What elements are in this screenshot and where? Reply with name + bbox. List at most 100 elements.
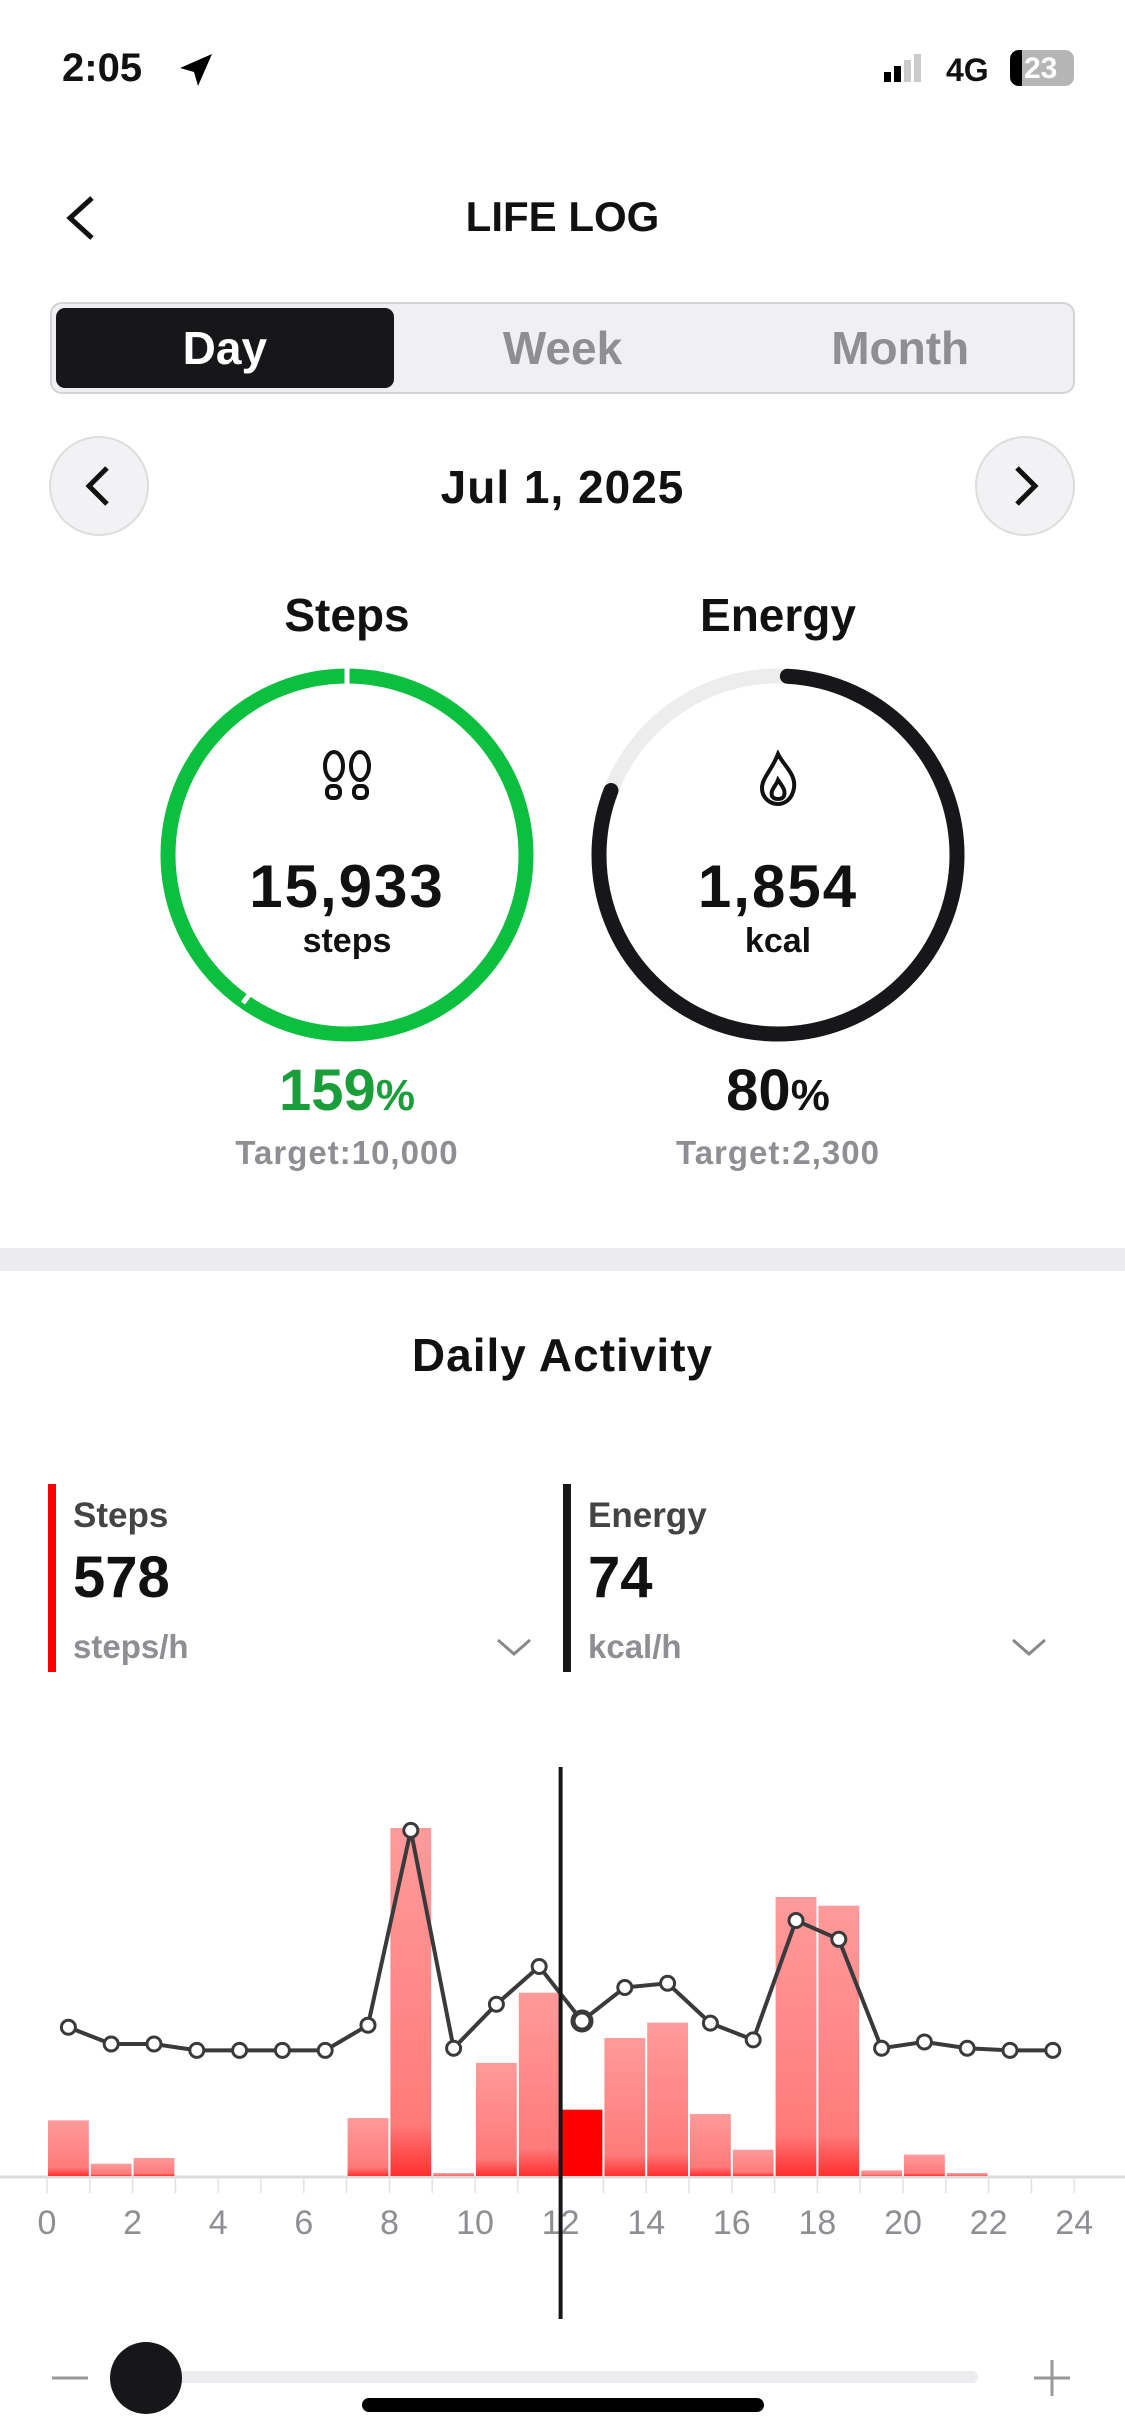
daily-activity-chart[interactable]: 0 2 4 6 8 10 12 14 16 18 20 22 24 (0, 1740, 1125, 2340)
steps-legend-unit: steps/h (73, 1628, 189, 1665)
x-tick-label: 22 (970, 2204, 1008, 2242)
steps-bar (946, 2173, 988, 2176)
flame-icon (759, 750, 797, 807)
energy-point (445, 2039, 463, 2057)
energy-point (830, 1930, 848, 1948)
signal-icon (884, 54, 921, 82)
steps-legend-label: Steps (73, 1496, 169, 1535)
home-indicator (362, 2398, 764, 2412)
energy-point (958, 2039, 976, 2057)
steps-title: Steps (284, 589, 410, 641)
x-tick-label: 14 (627, 2204, 665, 2242)
steps-value: 15,933 (249, 853, 445, 920)
chevron-down-icon (497, 1638, 531, 1656)
steps-legend-color-bar (48, 1484, 56, 1672)
x-tick-label: 10 (456, 2204, 494, 2242)
x-tick-label: 4 (209, 2204, 228, 2242)
energy-point (102, 2035, 120, 2053)
next-date-button[interactable] (975, 436, 1075, 536)
energy-point (915, 2033, 933, 2051)
steps-bar (604, 2038, 646, 2176)
energy-point (787, 1911, 805, 1929)
daily-activity-title: Daily Activity (411, 1329, 714, 1381)
steps-percent: 159% (197, 1057, 497, 1124)
percent-sign: % (375, 1071, 415, 1120)
network-type: 4G (946, 52, 989, 88)
back-button[interactable] (58, 192, 102, 244)
tab-month[interactable]: Month (831, 322, 970, 374)
energy-point (1044, 2041, 1062, 2059)
energy-point (359, 2016, 377, 2034)
steps-bar (904, 2154, 945, 2176)
zoom-slider-thumb[interactable] (110, 2342, 182, 2414)
chevron-left-icon (85, 466, 109, 506)
steps-bar (732, 2149, 774, 2176)
energy-point (59, 2018, 77, 2036)
energy-legend[interactable]: Energy 74 kcal/h (563, 1484, 1053, 1672)
energy-point (145, 2035, 163, 2053)
zoom-in-icon[interactable] (1032, 2358, 1072, 2398)
steps-bar (647, 2022, 688, 2176)
energy-value: 1,854 (697, 853, 859, 920)
previous-date-button[interactable] (49, 436, 149, 536)
energy-legend-label: Energy (588, 1496, 707, 1535)
energy-point (873, 2039, 891, 2057)
energy-progress-ring (591, 668, 965, 1042)
energy-point (616, 1978, 634, 1996)
energy-point (231, 2041, 249, 2059)
energy-point (487, 1995, 505, 2013)
tab-day[interactable]: Day (56, 308, 394, 388)
location-arrow-icon (180, 54, 212, 86)
chevron-down-icon (1012, 1638, 1046, 1656)
status-time: 2:05 (62, 46, 143, 90)
energy-point (402, 1821, 420, 1839)
x-tick-label: 6 (294, 2204, 313, 2242)
percent-sign: % (790, 1071, 830, 1120)
x-tick-label: 2 (123, 2204, 142, 2242)
energy-point (744, 2031, 762, 2049)
period-segmented-control: Day Week Month (50, 302, 1075, 394)
chevron-right-icon (1015, 466, 1039, 506)
energy-legend-unit: kcal/h (588, 1628, 682, 1665)
steps-percent-value: 159 (279, 1058, 376, 1123)
x-tick-label: 0 (38, 2204, 57, 2242)
energy-point (530, 1958, 548, 1976)
steps-bar (561, 2109, 603, 2176)
page-title: LIFE LOG (465, 193, 660, 240)
energy-percent-value: 80 (726, 1058, 791, 1123)
steps-target: Target:10,000 (235, 1134, 459, 1171)
x-tick-label: 16 (713, 2204, 751, 2242)
energy-point (1001, 2041, 1019, 2059)
energy-point (659, 1974, 677, 1992)
steps-bar (390, 1828, 432, 2176)
energy-title: Energy (700, 589, 856, 641)
steps-bar (48, 2120, 89, 2176)
energy-legend-value: 74 (588, 1545, 653, 1610)
steps-progress-ring (160, 667, 534, 1042)
x-tick-label: 20 (884, 2204, 922, 2242)
steps-bar (775, 1896, 817, 2176)
zoom-slider-track[interactable] (120, 2371, 978, 2383)
tab-week[interactable]: Week (502, 322, 623, 374)
x-tick-label: 24 (1055, 2204, 1093, 2242)
x-tick-label: 18 (798, 2204, 836, 2242)
current-date: Jul 1, 2025 (440, 461, 685, 513)
energy-point (273, 2041, 291, 2059)
energy-point (188, 2041, 206, 2059)
footprints-icon (323, 750, 371, 800)
steps-bar (818, 1905, 860, 2176)
zoom-out-icon[interactable] (50, 2368, 90, 2388)
steps-bar (690, 2114, 731, 2176)
steps-legend-value: 578 (73, 1545, 170, 1610)
energy-point (701, 2014, 719, 2032)
battery-level: 23 (1024, 52, 1058, 85)
steps-legend[interactable]: Steps 578 steps/h (48, 1484, 538, 1672)
steps-bar (90, 2163, 132, 2176)
steps-bar (347, 2118, 389, 2176)
steps-bar (476, 2062, 517, 2176)
steps-bar (133, 2157, 175, 2176)
energy-percent: 80% (628, 1057, 928, 1124)
energy-point (570, 2009, 594, 2033)
battery-icon: 23 (1010, 50, 1074, 86)
energy-point (316, 2041, 334, 2059)
